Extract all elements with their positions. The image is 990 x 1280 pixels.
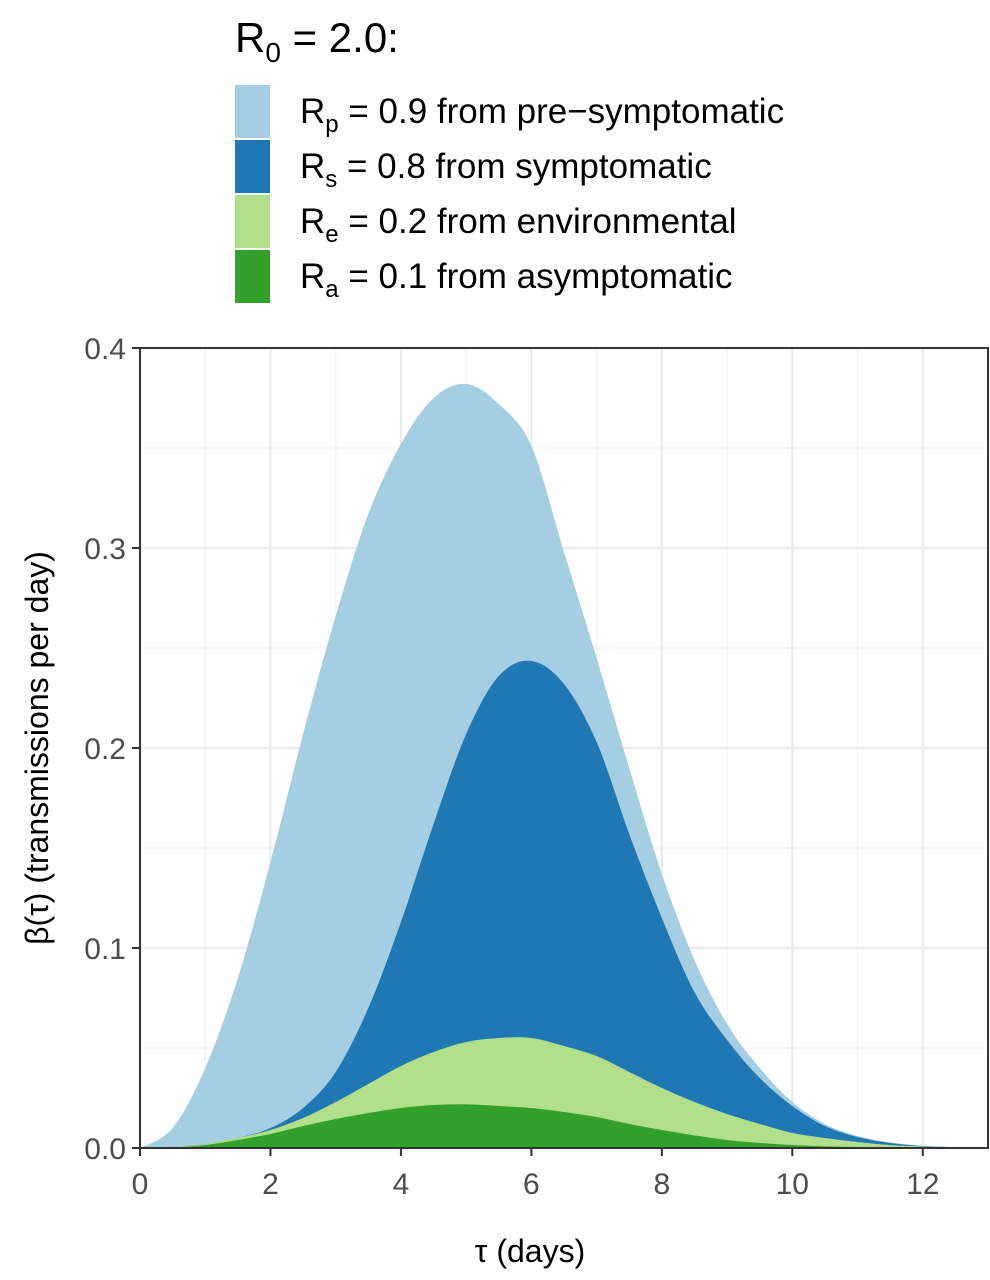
legend-key [235,195,270,248]
x-tick-label: 2 [262,1168,279,1201]
x-tick-label: 8 [654,1168,671,1201]
x-tick-label: 12 [906,1168,939,1201]
area-asymptomatic [140,1104,988,1149]
y-tick-label: 0.4 [84,333,126,366]
legend-item: Rs = 0.8 from symptomatic [235,140,712,193]
y-tick-label: 0.0 [84,1133,126,1166]
legend-item: Re = 0.2 from environmental [235,195,736,248]
area-symptomatic [140,660,988,1148]
x-axis-title: τ (days) [475,1233,585,1269]
legend-key [235,140,270,193]
y-tick-label: 0.2 [84,733,126,766]
x-tick-label: 6 [523,1168,540,1201]
legend-title: R0 = 2.0: [235,14,399,68]
x-tick-label: 4 [393,1168,410,1201]
legend-label: Rs = 0.8 from symptomatic [300,147,712,193]
legend-label: Rp = 0.9 from pre−symptomatic [300,92,784,138]
legend-key [235,250,270,303]
legend-label: Ra = 0.1 from asymptomatic [300,257,733,303]
x-tick-label: 0 [132,1168,149,1201]
y-tick-label: 0.1 [84,933,126,966]
x-tick-label: 10 [776,1168,809,1201]
axes: 0.0 0.1 0.2 0.3 0.4 0 2 4 6 8 10 12 [84,333,939,1201]
areas [140,383,988,1149]
legend-key [235,85,270,138]
y-axis-title: β(τ) (transmissions per day) [19,551,55,945]
legend-label: Re = 0.2 from environmental [300,202,736,248]
legend-item: Rp = 0.9 from pre−symptomatic [235,85,784,138]
legend: R0 = 2.0: Rp = 0.9 from pre−symptomatic R… [235,14,784,303]
legend-item: Ra = 0.1 from asymptomatic [235,250,733,303]
y-tick-label: 0.3 [84,533,126,566]
